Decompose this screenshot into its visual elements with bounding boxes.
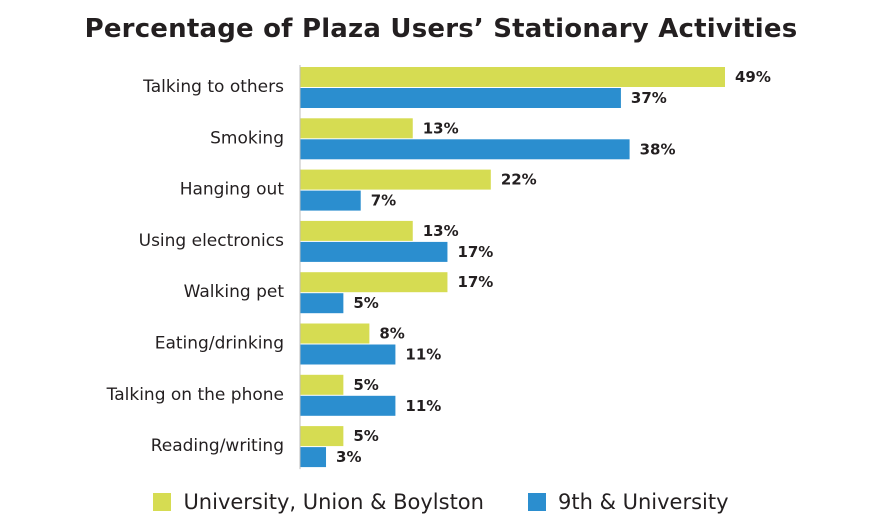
data-label-series-2: 11%	[405, 397, 441, 415]
bar-series-1	[300, 323, 370, 344]
bars-layer: Talking to others 49% 37% Smoking 13% 38% Hang…	[106, 67, 771, 468]
chart-title: Percentage of Plaza Users’ Stationary Ac…	[84, 14, 798, 44]
bar-series-1	[300, 272, 448, 293]
bar-series-1	[300, 118, 413, 139]
bar-series-2	[300, 395, 396, 416]
category-group: Reading/writing 5% 3%	[151, 426, 379, 468]
data-label-series-2: 5%	[353, 294, 378, 312]
category-group: Eating/drinking 8%11%	[155, 323, 441, 365]
legend-item-series-1: University, Union & Boylston	[153, 490, 484, 514]
data-label-series-1: 22%	[501, 171, 537, 189]
bar-series-2	[300, 88, 621, 108]
category-group: Smoking 13% 38%	[210, 118, 676, 160]
category-label: Hanging out	[180, 180, 285, 200]
bar-series-2	[300, 139, 630, 160]
data-label-series-1: 5%	[353, 376, 378, 394]
data-label-series-2: 3%	[336, 448, 361, 466]
category-group: Walking pet 17% 5%	[184, 272, 493, 314]
category-label: Reading/writing	[151, 436, 284, 456]
bar-series-1	[300, 67, 725, 87]
data-label-series-2: 37%	[631, 89, 667, 107]
bar-series-2	[300, 344, 396, 365]
category-label: Smoking	[210, 128, 284, 148]
category-group: Talking to others 49% 37%	[142, 67, 771, 108]
data-label-series-2: 7%	[371, 192, 396, 210]
legend-label-series-1: University, Union & Boylston	[183, 490, 484, 514]
category-group: Talking on the phone 5% 11%	[106, 374, 441, 416]
category-label: Talking to others	[142, 77, 284, 97]
data-label-series-1: 49%	[735, 68, 771, 86]
data-label-series-1: 5%	[353, 427, 378, 445]
category-group: Hanging out 22% 7%	[180, 169, 537, 211]
legend-label-series-2: 9th & University	[557, 490, 729, 514]
category-label: Talking on the phone	[106, 385, 284, 405]
legend-swatch-series-1	[153, 493, 172, 511]
bar-series-2	[300, 190, 361, 211]
category-label: Eating/drinking	[155, 334, 284, 354]
data-label-series-1: 8%	[379, 325, 404, 343]
category-label: Walking pet	[184, 282, 285, 302]
bar-series-1	[300, 220, 413, 241]
data-label-series-2: 38%	[640, 140, 676, 158]
data-label-series-1: 13%	[423, 222, 459, 240]
bar-series-1	[300, 426, 344, 447]
bar-series-2	[300, 241, 448, 262]
legend: University, Union & Boylston 9th & Unive…	[0, 482, 882, 522]
data-label-series-1: 13%	[423, 119, 459, 137]
category-label: Using electronics	[139, 231, 285, 251]
data-label-series-1: 17%	[457, 273, 493, 291]
legend-item-series-2: 9th & University	[527, 490, 729, 514]
bar-series-2	[300, 293, 344, 314]
data-label-series-2: 17%	[457, 243, 493, 261]
data-label-series-2: 11%	[405, 346, 441, 364]
bar-series-2	[300, 447, 327, 468]
bar-series-1	[300, 169, 491, 190]
bar-chart: Talking to others 49% 37% Smoking 13% 38% Hang…	[106, 65, 771, 470]
bar-series-1	[300, 374, 344, 395]
legend-swatch-series-2	[527, 493, 546, 511]
category-group: Using electronics 13% 17%	[139, 220, 493, 262]
